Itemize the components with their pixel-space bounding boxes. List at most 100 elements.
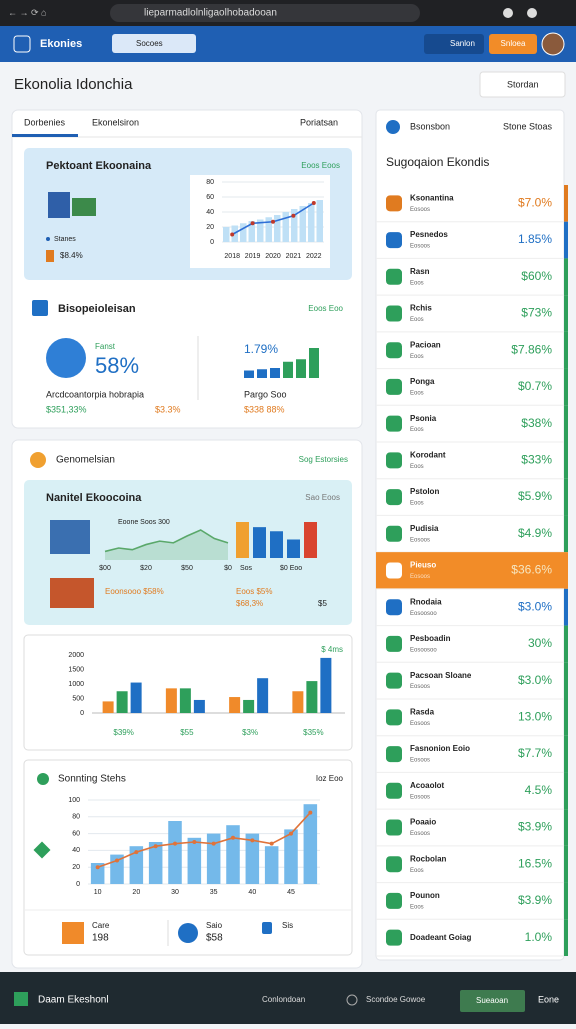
y-tick-label: 80	[206, 179, 214, 186]
row-icon	[386, 599, 402, 616]
row-name[interactable]: Pacsoan Sloane	[410, 671, 472, 680]
foot-value: $338 88%	[244, 404, 285, 414]
point	[173, 841, 177, 846]
card-title: Nanitel Ekoocoina	[46, 492, 142, 504]
y-tick-label: 80	[72, 814, 80, 821]
row-value: 1.85%	[518, 232, 552, 246]
row-stripe	[564, 258, 568, 296]
row-name[interactable]: Ponga	[410, 377, 435, 386]
row-stripe	[564, 185, 568, 222]
bar	[282, 212, 289, 242]
card-link[interactable]: Ioz Eoo	[316, 774, 344, 783]
row-name[interactable]: Psonia	[410, 414, 437, 423]
row-name[interactable]: Rchis	[410, 304, 432, 313]
row-stripe	[564, 442, 568, 479]
section-title: Bisopeioleisan	[58, 303, 136, 315]
row-icon	[386, 268, 402, 285]
select[interactable]	[479, 71, 566, 98]
row-name[interactable]: Pudisia	[410, 524, 439, 533]
card	[24, 480, 352, 625]
row-sub: Eosoos	[410, 684, 430, 690]
bar	[284, 829, 298, 884]
row-name[interactable]: Pesboadin	[410, 634, 451, 643]
row-stripe	[564, 478, 568, 516]
icon	[386, 120, 400, 134]
point	[153, 844, 158, 849]
row-name[interactable]: Pstolon	[410, 487, 439, 496]
row-stripe	[564, 882, 568, 920]
tab[interactable]: Poriatsan	[300, 117, 338, 127]
section-link[interactable]: Eoos Eoo	[308, 304, 343, 313]
row-name[interactable]: Pounon	[410, 891, 440, 900]
row-stripe	[564, 735, 568, 773]
row-name[interactable]: Poaaio	[410, 818, 436, 827]
bottom-link[interactable]: Eone	[538, 994, 559, 1004]
icon	[62, 922, 84, 944]
brand: Ekonies	[40, 38, 82, 50]
button[interactable]	[424, 34, 484, 54]
bottom-brand: Daam Ekeshonl	[38, 995, 109, 1006]
bars-value: 1.79%	[244, 342, 278, 356]
point	[250, 838, 255, 843]
tab[interactable]: Dorbenies	[24, 117, 66, 127]
row-name[interactable]: Pesnedos	[410, 230, 448, 239]
bar	[316, 200, 323, 242]
row-icon	[386, 342, 402, 359]
tab[interactable]: Ekonelsiron	[92, 117, 139, 127]
row-value: 16.5%	[518, 856, 552, 870]
logo	[13, 35, 31, 53]
ext-icon[interactable]	[527, 8, 537, 18]
row-name[interactable]: Rasn	[410, 267, 430, 276]
x-tick-label: $50	[181, 565, 193, 572]
row-name[interactable]: Rasda	[410, 707, 435, 716]
row-name[interactable]: Rocbolan	[410, 854, 447, 863]
row-stripe	[564, 331, 568, 369]
avatar[interactable]	[541, 32, 565, 56]
row-name[interactable]: Ksonantina	[410, 193, 454, 202]
bar	[102, 701, 114, 713]
x-tick-label: $0	[224, 565, 232, 572]
ext-icon[interactable]	[503, 8, 513, 18]
button[interactable]	[489, 34, 537, 54]
bottom-link[interactable]: Conlondoan	[262, 995, 305, 1004]
y-tick-label: 500	[72, 695, 84, 702]
bottom-link[interactable]: Scondoe Gowoe	[366, 995, 426, 1004]
y-tick-label: 0	[80, 710, 84, 717]
row-stripe	[564, 221, 568, 259]
row-name[interactable]: Pieuso	[410, 561, 436, 570]
sidebar-link[interactable]: Stone Stoas	[503, 121, 553, 131]
url-bar[interactable]	[110, 4, 420, 22]
card-link[interactable]: Eoos Eoos	[301, 161, 340, 170]
footer-sub: $58	[206, 933, 223, 944]
search-box[interactable]	[112, 34, 196, 53]
point	[269, 841, 274, 846]
point	[231, 835, 235, 840]
icon	[37, 773, 49, 785]
card-link[interactable]: Sao Eoos	[305, 493, 340, 502]
bar	[306, 681, 318, 713]
row-name[interactable]: Rnodaia	[410, 597, 442, 606]
y-tick-label: 20	[72, 864, 80, 871]
row-sub: Eosoos	[410, 721, 430, 727]
row-name[interactable]: Acoaolot	[410, 781, 445, 790]
x-tick-label: 2021	[286, 253, 302, 260]
row-icon	[386, 709, 402, 726]
y-tick-label: 1500	[68, 666, 84, 673]
x-tick-label: 45	[287, 889, 295, 896]
bar	[303, 804, 318, 884]
row-sub: Eosoos	[410, 574, 430, 580]
row-name[interactable]: Pacioan	[410, 340, 441, 349]
row-icon	[386, 525, 402, 542]
row-name[interactable]: Korodant	[410, 450, 446, 459]
row-name[interactable]: Fasnonion Eoio	[410, 744, 470, 753]
point	[134, 850, 139, 855]
button[interactable]	[460, 990, 525, 1012]
row-name[interactable]: Doadeant Goiag	[410, 933, 471, 942]
bar	[206, 833, 221, 884]
icon	[178, 923, 198, 943]
panel-link[interactable]: Sog Estorsies	[299, 455, 348, 464]
bar	[257, 369, 267, 378]
point	[289, 831, 293, 836]
point	[291, 213, 296, 218]
row-stripe	[564, 515, 568, 553]
